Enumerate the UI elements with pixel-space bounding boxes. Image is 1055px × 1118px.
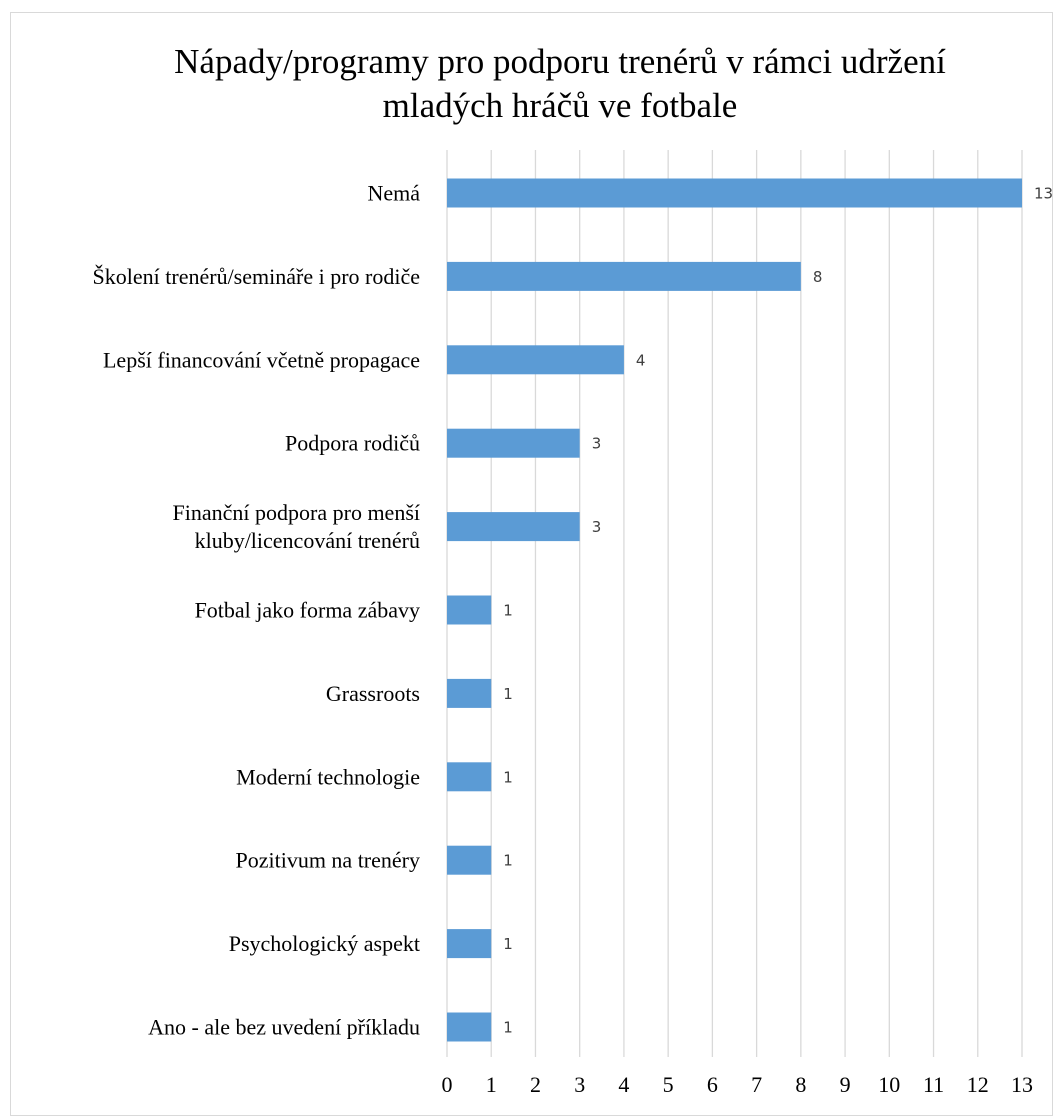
data-label-6: 1 bbox=[503, 685, 513, 703]
data-label-3: 3 bbox=[592, 435, 602, 453]
chart-title-line-2: mladých hráčů ve fotbale bbox=[382, 86, 738, 125]
category-label-4-line-0: Finanční podpora pro menší bbox=[173, 500, 420, 525]
bars bbox=[447, 178, 1022, 1042]
category-label-4: Finanční podpora pro menší kluby/licencov… bbox=[173, 500, 420, 553]
category-label-9-line-0: Psychologický aspekt bbox=[229, 931, 420, 956]
x-tick-label-12: 12 bbox=[967, 1072, 989, 1097]
category-label-1-line-0: Školení trenérů/semináře i pro rodiče bbox=[93, 264, 420, 289]
data-label-0: 13 bbox=[1034, 185, 1053, 203]
data-label-5: 1 bbox=[503, 602, 513, 620]
category-label-6: Grassroots bbox=[326, 681, 420, 706]
x-tick-label-0: 0 bbox=[442, 1072, 453, 1097]
data-label-7: 1 bbox=[503, 768, 513, 786]
x-tick-label-2: 2 bbox=[530, 1072, 541, 1097]
bar-7 bbox=[447, 762, 492, 792]
grid-lines bbox=[446, 150, 1023, 1057]
x-tick-label-5: 5 bbox=[663, 1072, 674, 1097]
category-label-6-line-0: Grassroots bbox=[326, 681, 420, 706]
data-labels: 13 8 4 3 3 1 1 1 1 1 1 bbox=[503, 185, 1053, 1037]
x-tick-label-1: 1 bbox=[486, 1072, 497, 1097]
data-label-4: 3 bbox=[592, 518, 602, 536]
category-label-5: Fotbal jako forma zábavy bbox=[195, 598, 420, 623]
category-label-2: Lepší financování včetně propagace bbox=[103, 347, 420, 372]
category-label-8-line-0: Pozitivum na trenéry bbox=[235, 848, 420, 873]
x-tick-label-8: 8 bbox=[795, 1072, 806, 1097]
bar-6 bbox=[447, 678, 492, 708]
data-label-9: 1 bbox=[503, 935, 513, 953]
category-label-10: Ano - ale bez uvedení příkladu bbox=[148, 1015, 420, 1040]
category-label-9: Psychologický aspekt bbox=[229, 931, 420, 956]
data-label-10: 1 bbox=[503, 1019, 513, 1037]
x-tick-label-4: 4 bbox=[618, 1072, 629, 1097]
bar-0 bbox=[447, 178, 1022, 208]
category-label-3: Podpora rodičů bbox=[285, 431, 420, 456]
category-label-8: Pozitivum na trenéry bbox=[235, 848, 420, 873]
category-label-7: Moderní technologie bbox=[236, 764, 420, 789]
x-tick-label-10: 10 bbox=[878, 1072, 900, 1097]
bar-8 bbox=[447, 845, 492, 875]
data-label-1: 8 bbox=[813, 268, 823, 286]
x-tick-labels: 0 1 2 3 4 5 6 7 8 9 10 11 12 13 bbox=[442, 1072, 1034, 1097]
category-label-3-line-0: Podpora rodičů bbox=[285, 431, 420, 456]
x-tick-label-11: 11 bbox=[923, 1072, 944, 1097]
bar-10 bbox=[447, 1012, 492, 1042]
category-label-2-line-0: Lepší financování včetně propagace bbox=[103, 347, 420, 372]
bar-1 bbox=[447, 261, 801, 291]
x-tick-label-7: 7 bbox=[751, 1072, 762, 1097]
x-tick-label-3: 3 bbox=[574, 1072, 585, 1097]
bar-3 bbox=[447, 428, 580, 458]
category-labels: Nemá Školení trenérů/semináře i pro rodič… bbox=[93, 181, 421, 1040]
category-label-5-line-0: Fotbal jako forma zábavy bbox=[195, 598, 420, 623]
category-label-1: Školení trenérů/semináře i pro rodiče bbox=[93, 264, 420, 289]
category-label-7-line-0: Moderní technologie bbox=[236, 764, 420, 789]
chart-title-line-1: Nápady/programy pro podporu trenérů v rá… bbox=[174, 42, 946, 81]
category-label-10-line-0: Ano - ale bez uvedení příkladu bbox=[148, 1015, 420, 1040]
x-tick-label-9: 9 bbox=[840, 1072, 851, 1097]
bar-9 bbox=[447, 929, 492, 959]
data-label-8: 1 bbox=[503, 852, 513, 870]
x-tick-label-13: 13 bbox=[1011, 1072, 1033, 1097]
bar-2 bbox=[447, 345, 624, 375]
chart-title: Nápady/programy pro podporu trenérů v rá… bbox=[60, 40, 1055, 128]
bar-5 bbox=[447, 595, 492, 625]
x-tick-label-6: 6 bbox=[707, 1072, 718, 1097]
category-label-0: Nemá bbox=[367, 181, 420, 206]
category-label-0-line-0: Nemá bbox=[367, 181, 420, 206]
bar-4 bbox=[447, 512, 580, 542]
category-label-4-line-1: kluby/licencování trenérů bbox=[195, 528, 420, 553]
data-label-2: 4 bbox=[636, 351, 646, 369]
